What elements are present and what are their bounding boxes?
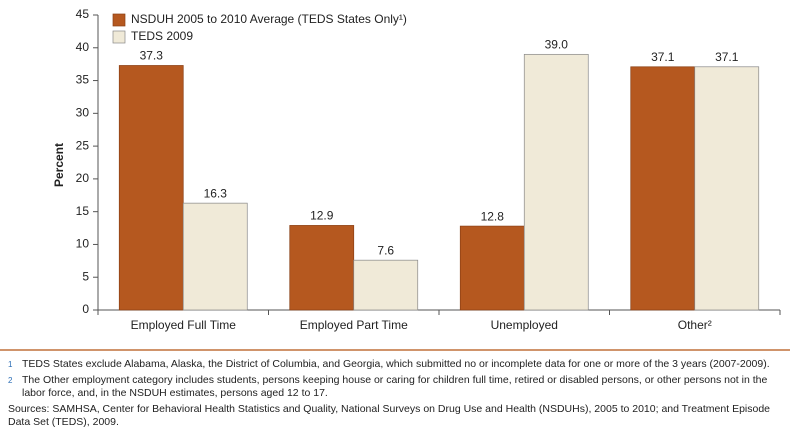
legend-label: NSDUH 2005 to 2010 Average (TEDS States … [131,12,407,26]
footnote: 2 The Other employment category includes … [8,374,788,400]
value-label: 12.8 [481,209,505,223]
bar [353,259,419,311]
y-tick-label: 15 [76,204,90,218]
value-label: 12.9 [310,209,334,223]
y-tick-label: 45 [76,7,90,21]
value-label: 37.1 [651,50,675,64]
y-tick-label: 35 [76,73,90,87]
footnote-text: TEDS States exclude Alabama, Alaska, the… [22,358,770,370]
y-tick-label: 40 [76,40,90,54]
y-tick-label: 0 [82,302,89,316]
x-tick-label: Unemployed [491,318,558,332]
y-axis-label: Percent [52,143,66,187]
bar [182,202,248,311]
bar [289,225,355,311]
footnote-marker: 1 [8,360,13,369]
bar [523,53,589,311]
bar [694,66,760,311]
bar [630,66,696,311]
footnote-marker: 2 [8,376,13,385]
x-tick-label: Other² [678,318,712,332]
x-tick-label: Employed Part Time [300,318,408,332]
bar [118,65,184,311]
value-label: 16.3 [204,186,228,200]
value-label: 7.6 [377,243,394,257]
legend-swatch [112,30,126,44]
x-tick-label: Employed Full Time [131,318,237,332]
y-tick-label: 5 [82,269,89,283]
y-tick-label: 30 [76,106,90,120]
footnote: 1 TEDS States exclude Alabama, Alaska, th… [8,358,788,371]
bar [459,225,525,311]
sources: Sources: SAMHSA, Center for Behavioral H… [8,403,771,428]
legend-swatch [112,13,126,27]
y-tick-label: 25 [76,138,90,152]
chart: Percent 0 5 10 15 20 25 30 35 40 45 Employed Full … [0,7,790,351]
value-label: 39.0 [545,38,569,52]
y-tick-label: 20 [76,171,90,185]
legend-label: TEDS 2009 [131,29,193,43]
value-label: 37.1 [715,50,739,64]
value-label: 37.3 [140,49,164,63]
footnote-text: The Other employment category includes s… [22,374,768,399]
y-tick-label: 10 [76,237,90,251]
notes: 1 TEDS States exclude Alabama, Alaska, th… [8,358,788,429]
